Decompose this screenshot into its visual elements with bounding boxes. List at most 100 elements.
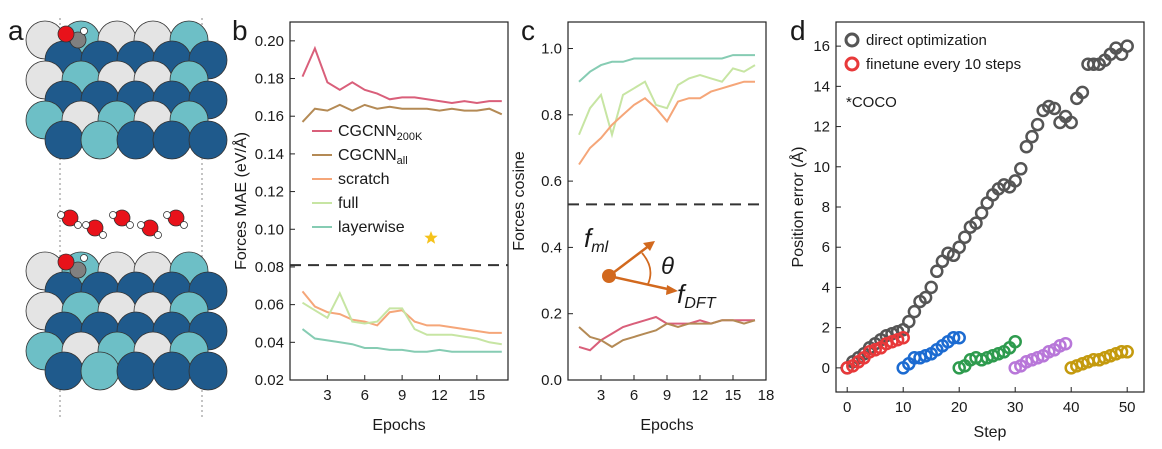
x-tick-label: 30 — [1007, 399, 1024, 416]
series-line-full_top — [578, 64, 756, 139]
metal-atom — [152, 351, 192, 391]
direct-optimization-point — [1030, 117, 1045, 132]
y-axis-label-d: Position error (Å) — [788, 147, 807, 268]
water-hydrogen-atom — [163, 211, 171, 219]
metal-atom — [188, 120, 228, 160]
y-tick-label: 0.06 — [255, 297, 284, 314]
y-tick-label: 0.18 — [255, 71, 284, 88]
metal-atom — [188, 351, 228, 391]
x-axis-label-c: Epochs — [640, 417, 693, 434]
direct-optimization-point — [952, 240, 966, 254]
x-tick-label: 6 — [361, 387, 369, 404]
slab-with-co-and-water — [25, 209, 228, 391]
dft-force-arrow — [608, 274, 673, 292]
x-tick-label: 10 — [895, 399, 912, 416]
y-tick-label: 0.08 — [255, 259, 284, 276]
hydrogen-atom — [80, 27, 88, 35]
legend-label-full: full — [338, 195, 358, 212]
x-tick-label: 3 — [323, 387, 331, 404]
direct-optimization-point — [1025, 129, 1039, 144]
water-hydrogen-atom — [57, 211, 65, 219]
y-tick-label: 12 — [813, 119, 830, 136]
y-tick-label: 0.12 — [255, 184, 284, 201]
y-tick-label: 14 — [813, 78, 830, 95]
panel-label-a: a — [8, 15, 24, 46]
x-tick-label: 50 — [1119, 399, 1136, 416]
ml-force-label: fml — [584, 223, 609, 256]
x-tick-label: 6 — [630, 387, 638, 404]
finetune-point-seg3 — [1008, 334, 1022, 349]
star-icon — [424, 231, 438, 244]
metal-atom — [116, 351, 156, 391]
oxygen-atom — [57, 25, 75, 43]
direct-optimization-point — [1064, 115, 1078, 130]
finetune-point-seg4 — [1058, 336, 1073, 351]
legend-d: direct optimization finetune every 10 ste… — [844, 32, 1021, 73]
direct-optimization-point — [930, 264, 944, 279]
y-tick-label: 1.0 — [541, 41, 562, 58]
direct-optimization-point — [1075, 85, 1090, 100]
water-hydrogen-atom — [180, 221, 188, 229]
x-tick-label: 3 — [597, 387, 605, 404]
finetune-point-seg2 — [952, 330, 966, 345]
plot-frame-b — [289, 21, 509, 381]
x-tick-label: 15 — [469, 387, 486, 404]
water-hydrogen-atom — [109, 211, 117, 219]
series-line-cgcnnall — [301, 103, 503, 123]
metal-atom — [44, 351, 84, 391]
position-error-chart: 0 10 20 30 40 50 0 2 4 6 8 10 12 14 16 Step Position e… — [788, 21, 1145, 441]
x-axis-label-d: Step — [974, 424, 1007, 441]
y-tick-label: 0.8 — [541, 107, 562, 124]
series-line-scratch_top — [578, 80, 755, 166]
x-tick-label: 12 — [692, 387, 709, 404]
y-tick-label: 0.04 — [255, 334, 284, 351]
y-tick-label: 8 — [822, 199, 830, 216]
y-tick-label: 0.02 — [255, 372, 284, 389]
x-tick-label: 20 — [951, 399, 968, 416]
water-hydrogen-atom — [99, 231, 107, 239]
y-tick-label: 0 — [822, 360, 830, 377]
forces-mae-chart: 3 6 9 12 15 0.02 0.04 0.06 0.08 0.10 0.12 0.14 0.16 0… — [231, 21, 509, 434]
series-line-cgcnn200k_bottom — [578, 315, 755, 352]
direct-optimization-point — [902, 314, 916, 329]
dft-arrowhead — [666, 285, 678, 295]
legend-label-cgcnn200k: CGCNN200K — [338, 123, 423, 143]
y-axis-label-c: Forces cosine — [511, 151, 528, 251]
direct-optimization-point — [1086, 57, 1101, 71]
series-line-cgcnnall_bottom — [578, 319, 756, 349]
y-tick-label: 0.16 — [255, 108, 284, 125]
plot-frame-c — [567, 21, 767, 381]
ml-force-arrow — [608, 244, 651, 277]
oxygen-atom — [57, 253, 75, 271]
metal-atom — [116, 120, 156, 160]
direct-optimization-point — [907, 304, 922, 319]
panel-label-d: d — [790, 15, 806, 46]
y-tick-label: 0.14 — [255, 146, 284, 163]
legend-marker — [844, 56, 860, 72]
metal-atom — [80, 351, 120, 391]
direct-optimization-point — [1120, 39, 1134, 53]
legend-label: finetune every 10 steps — [866, 56, 1021, 73]
x-axis-label-b: Epochs — [372, 417, 425, 434]
y-tick-label: 0.20 — [255, 33, 284, 50]
y-tick-label: 0.10 — [255, 221, 284, 238]
hydrogen-atom — [80, 254, 88, 262]
series-line-layerwise_top — [578, 54, 755, 83]
y-tick-label: 4 — [822, 279, 830, 296]
series-line-full — [301, 290, 502, 346]
direct-optimization-point — [924, 280, 938, 295]
series-line-scratch — [301, 290, 502, 334]
y-tick-label: 2 — [822, 320, 830, 337]
y-tick-label: 0.0 — [541, 372, 562, 389]
ml-arrowhead — [643, 241, 655, 251]
water-hydrogen-atom — [154, 231, 162, 239]
dft-force-label: fDFT — [677, 279, 717, 312]
y-tick-label: 6 — [822, 239, 830, 256]
finetune-point-seg5 — [1120, 345, 1134, 359]
angle-arc — [641, 252, 652, 285]
legend-label: direct optimization — [866, 32, 987, 49]
direct-optimization-point — [974, 206, 989, 220]
carbon-atom — [69, 261, 87, 279]
finetune-point-seg5 — [1114, 345, 1129, 359]
